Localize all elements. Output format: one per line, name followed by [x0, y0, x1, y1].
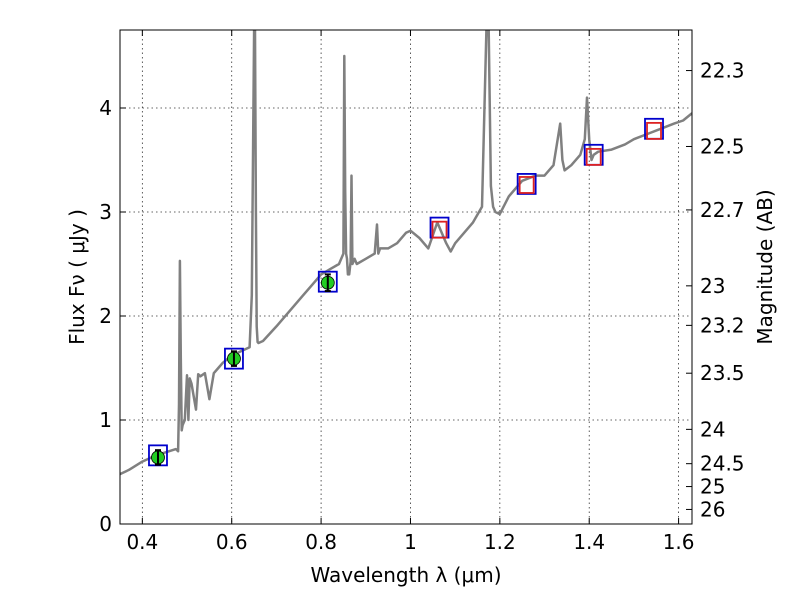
- x-tick-label: 1.6: [663, 530, 695, 554]
- y-axis-label: Flux Fν ( μJy ): [65, 209, 89, 345]
- predicted-flux-square: [431, 220, 448, 239]
- x-axis-label: Wavelength λ (μm): [310, 563, 501, 587]
- y-tick-label: 1: [99, 408, 112, 432]
- y-tick-label: 3: [99, 200, 112, 224]
- ticks-layer: [120, 30, 692, 525]
- magnitude-tick-label: 23: [700, 274, 725, 298]
- magnitude-tick-label: 23.5: [700, 361, 745, 385]
- magnitude-tick-label: 22.5: [700, 134, 745, 158]
- model-band-square: [516, 173, 537, 195]
- predicted-flux-square: [518, 176, 535, 194]
- right-axis-label: Magnitude (AB): [753, 189, 777, 344]
- labels-layer: 0.4 0.6 0.8 1 1.2 1.4 1.60123422.322.522.72323…: [65, 59, 777, 587]
- y-tick-label: 0: [99, 512, 112, 536]
- x-tick-label: 1: [404, 530, 417, 554]
- model-band-square: [224, 347, 244, 370]
- predicted-flux-square: [585, 147, 602, 166]
- magnitude-tick-label: 23.2: [700, 313, 745, 337]
- spectrum-line: [120, 30, 692, 476]
- marker-layer: [148, 117, 664, 467]
- predicted-flux-square: [646, 121, 662, 140]
- x-tick-label: 1.2: [484, 530, 516, 554]
- x-tick-label: 0.8: [305, 530, 337, 554]
- magnitude-tick-label: 26: [700, 497, 725, 521]
- x-tick-label: 0.6: [216, 530, 248, 554]
- series-layer: [120, 30, 692, 476]
- magnitude-tick-label: 22.3: [700, 59, 745, 83]
- x-tick-label: 0.4: [126, 530, 158, 554]
- magnitude-tick-label: 24: [700, 417, 725, 441]
- y-tick-label: 4: [99, 96, 112, 120]
- magnitude-tick-label: 22.7: [700, 198, 745, 222]
- magnitude-tick-label: 25: [700, 475, 725, 499]
- magnitude-tick-label: 24.5: [700, 452, 745, 476]
- plot-frame: [119, 29, 693, 525]
- y-tick-label: 2: [99, 304, 112, 328]
- x-tick-label: 1.4: [573, 530, 605, 554]
